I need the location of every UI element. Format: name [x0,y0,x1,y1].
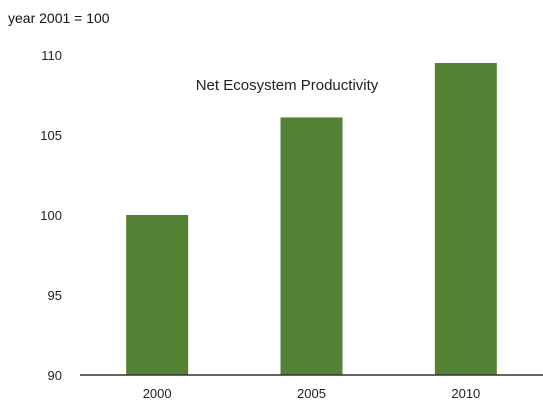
bars [126,63,497,376]
bar-2010 [434,63,497,375]
x-tick-label: 2000 [143,386,172,401]
bar-2000 [126,215,189,375]
x-axis-ticks: 2000 2005 2010 [143,386,481,401]
y-tick-label: 95 [48,288,62,303]
y-tick-label: 90 [48,368,62,383]
y-tick-label: 100 [40,208,62,223]
chart-title: Net Ecosystem Productivity [196,77,379,94]
y-tick-label: 105 [40,128,62,143]
y-tick-label: 110 [41,48,62,63]
x-tick-label: 2010 [451,386,480,401]
y-axis-unit-label: year 2001 = 100 [8,10,110,26]
bar-2005 [280,117,343,376]
x-tick-label: 2005 [297,386,326,401]
y-axis-ticks: 90 95 100 105 110 [40,48,62,383]
